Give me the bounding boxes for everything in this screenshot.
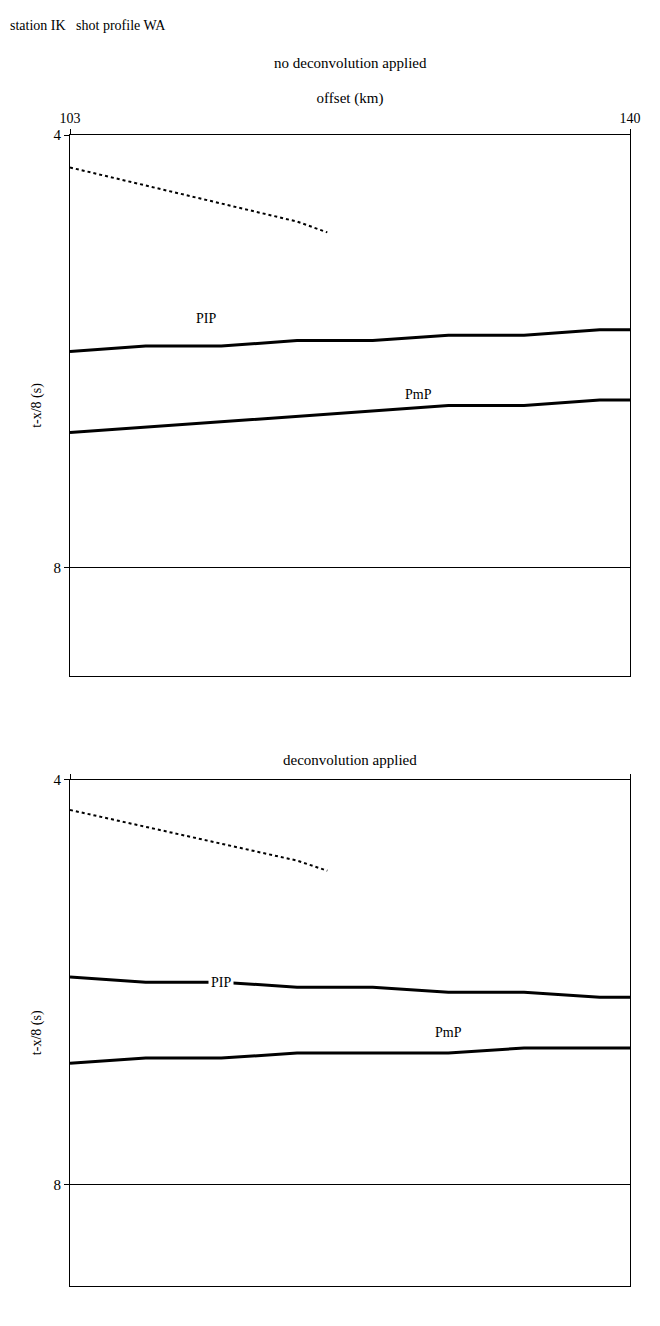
svg-text:station IK shot profile WA: station IK shot profile WA: [10, 18, 166, 33]
svg-text:8: 8: [54, 560, 62, 576]
svg-text:PIP: PIP: [196, 311, 216, 326]
svg-text:deconvolution applied: deconvolution applied: [283, 752, 417, 768]
svg-text:t-x/8 (s): t-x/8 (s): [29, 383, 45, 428]
svg-text:PmP: PmP: [405, 387, 432, 402]
svg-text:PmP: PmP: [435, 1025, 462, 1040]
svg-text:140: 140: [620, 111, 641, 126]
svg-text:offset (km): offset (km): [317, 90, 384, 107]
svg-text:4: 4: [54, 772, 62, 788]
svg-text:no deconvolution applied: no deconvolution applied: [274, 55, 427, 71]
svg-text:103: 103: [60, 111, 81, 126]
svg-text:PIP: PIP: [211, 975, 231, 990]
svg-text:4: 4: [54, 127, 62, 143]
svg-text:8: 8: [54, 1177, 62, 1193]
svg-text:t-x/8 (s): t-x/8 (s): [29, 1010, 45, 1055]
